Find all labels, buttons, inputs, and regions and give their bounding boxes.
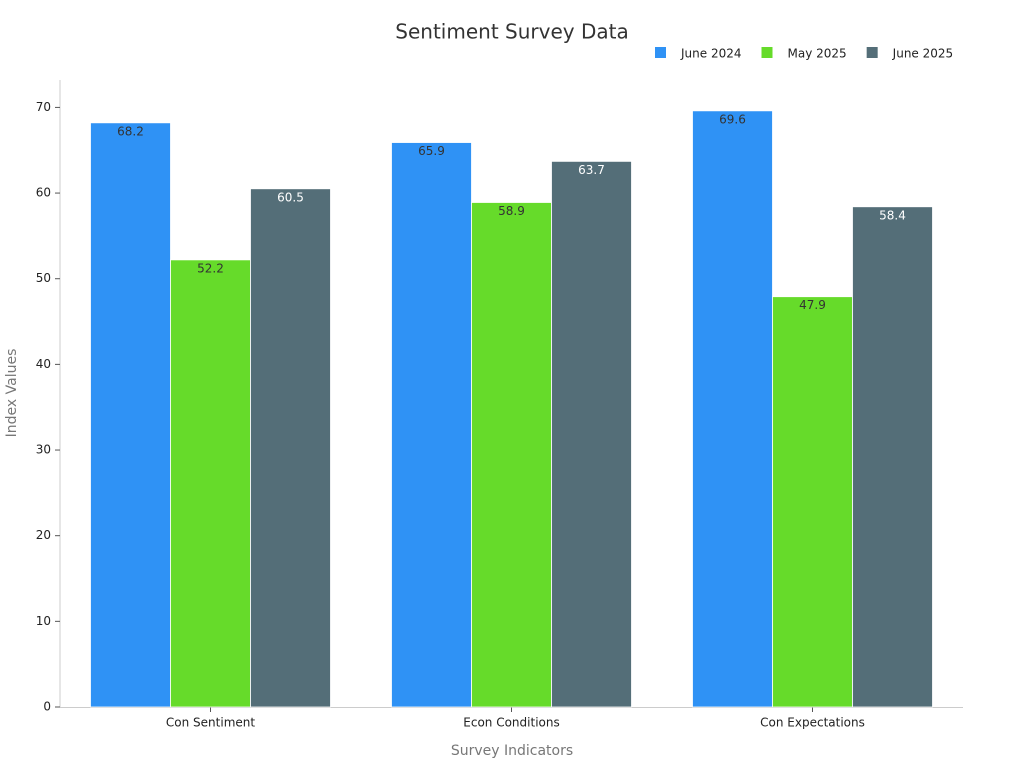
- value-label: 63.7: [578, 163, 605, 177]
- y-tick-label: 0: [43, 700, 51, 714]
- bar: [90, 122, 171, 708]
- y-tick-label: 10: [36, 614, 51, 628]
- bar: [391, 142, 472, 708]
- x-tick-label: Con Expectations: [760, 716, 865, 730]
- bar: [551, 160, 632, 708]
- y-tick-label: 50: [36, 271, 51, 285]
- x-tick-label: Con Sentiment: [166, 716, 255, 730]
- y-tick-label: 30: [36, 443, 51, 457]
- legend-label: May 2025: [788, 47, 847, 61]
- value-label: 69.6: [719, 112, 746, 126]
- bar: [471, 202, 552, 708]
- bar: [852, 206, 933, 708]
- y-axis-label: Index Values: [4, 349, 20, 438]
- y-tick-label: 40: [36, 357, 51, 371]
- x-tick-label: Econ Conditions: [463, 716, 559, 730]
- chart-title: Sentiment Survey Data: [395, 20, 628, 44]
- legend-swatch: [761, 47, 773, 58]
- x-axis-label: Survey Indicators: [451, 743, 573, 759]
- value-label: 65.9: [418, 144, 445, 158]
- legend-swatch: [655, 47, 666, 58]
- value-label: 52.2: [197, 261, 224, 275]
- legend-label: June 2025: [892, 47, 954, 61]
- value-label: 60.5: [277, 190, 304, 204]
- bar: [692, 110, 773, 708]
- bar: [170, 259, 251, 708]
- y-tick-label: 60: [36, 186, 51, 200]
- y-tick-label: 70: [36, 100, 51, 114]
- bar: [250, 188, 331, 708]
- y-tick-label: 20: [36, 528, 51, 542]
- value-label: 68.2: [117, 124, 144, 138]
- value-label: 47.9: [799, 298, 826, 312]
- legend-label: June 2024: [680, 47, 742, 61]
- bar: [772, 296, 853, 708]
- value-label: 58.9: [498, 204, 525, 218]
- legend-swatch: [866, 47, 878, 58]
- value-label: 58.4: [879, 208, 906, 222]
